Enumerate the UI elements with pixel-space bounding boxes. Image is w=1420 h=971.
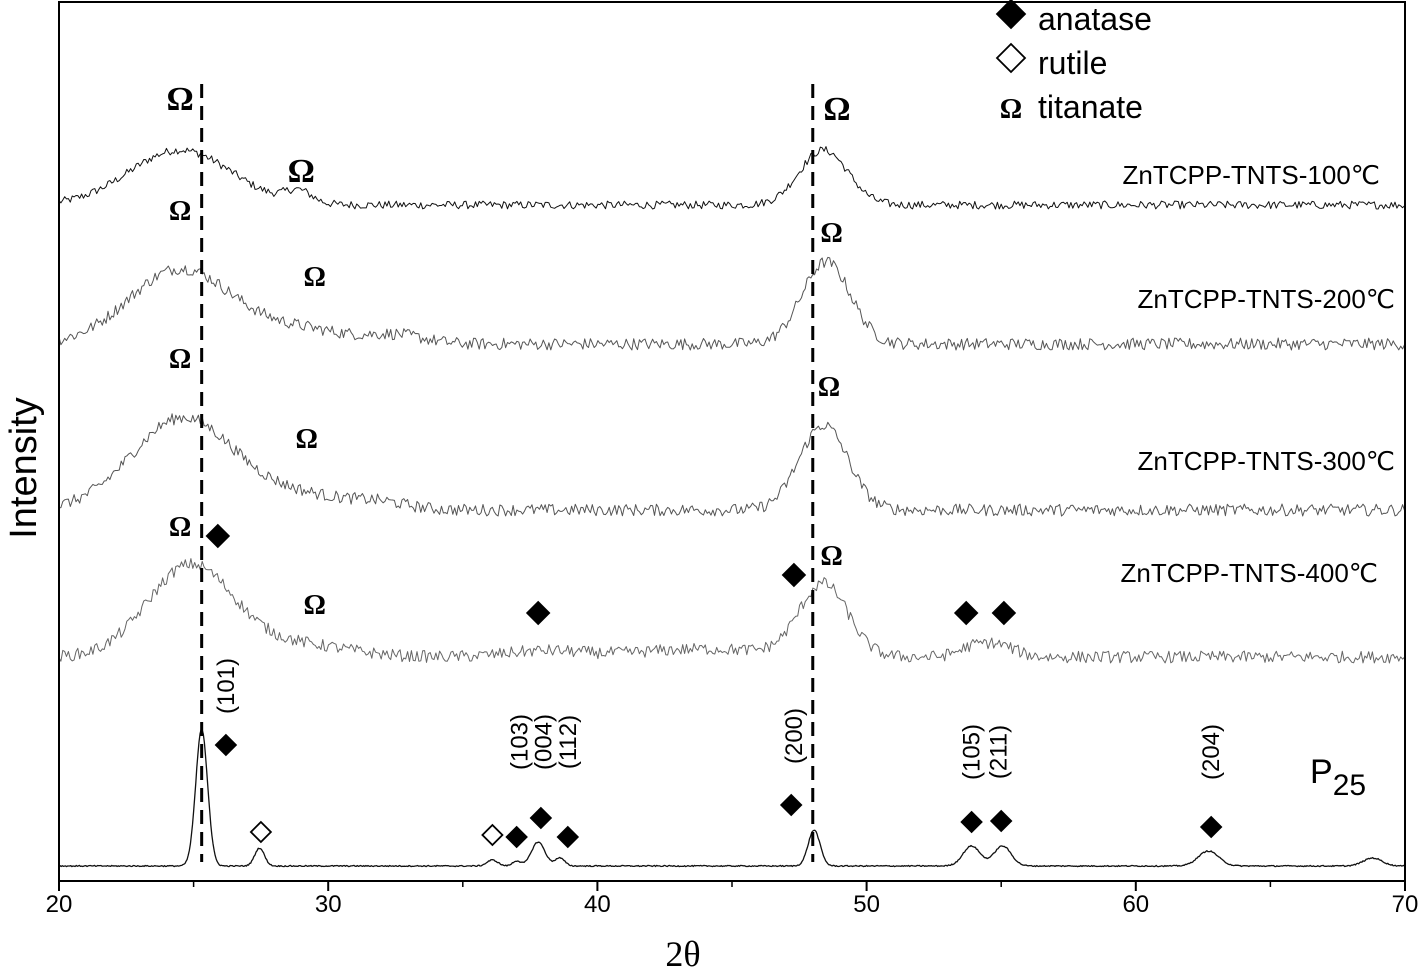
series-line-3: [58, 558, 1405, 664]
anatase-marker-3: [505, 825, 528, 849]
series-label-0: ZnTCPP-TNTS-100℃: [1123, 160, 1380, 190]
titanate-marker-2: Ω: [823, 91, 850, 128]
p25-label: P25: [1310, 753, 1366, 802]
series-line-1: [58, 256, 1405, 351]
x-tick-label-1: 30: [315, 891, 342, 918]
miller-index-3: (112): [555, 715, 582, 769]
series-labels: ZnTCPP-TNTS-100℃ ZnTCPP-TNTS-200℃ ZnTCPP-T…: [1121, 160, 1395, 588]
x-axis-label: 2θ: [665, 934, 700, 971]
miller-index-0: (101): [213, 658, 240, 714]
anatase-marker-6: [779, 793, 803, 817]
s400-anatase-marker-1: [525, 600, 551, 626]
series-label-1: ZnTCPP-TNTS-200℃: [1138, 284, 1395, 314]
rutile-marker-1: [249, 820, 273, 844]
x-tick-label-5: 70: [1392, 891, 1419, 918]
series-label-3: ZnTCPP-TNTS-400℃: [1121, 558, 1378, 588]
p25-label-sub: 25: [1333, 769, 1366, 802]
anatase-marker-8: [989, 809, 1013, 833]
x-tick-label-3: 50: [853, 891, 880, 918]
x-tick-label-4: 60: [1122, 891, 1149, 918]
s400-anatase-marker-0: [205, 523, 231, 549]
titanate-marker-9: Ω: [169, 512, 191, 543]
miller-index-4: (200): [781, 708, 808, 764]
anatase-marker-0: [214, 733, 238, 757]
miller-index-5: (105): [959, 724, 986, 780]
titanate-marker-8: Ω: [818, 372, 840, 403]
series-line-2: [58, 413, 1405, 517]
legend-label-rutile: rutile: [1038, 45, 1107, 81]
titanate-marker-7: Ω: [295, 424, 317, 455]
anatase-marker-5: [556, 825, 580, 849]
titanate-marker-4: Ω: [304, 262, 326, 293]
s400-anatase-marker-2: [781, 562, 807, 588]
titanate-marker-5: Ω: [820, 218, 842, 249]
x-tick-label-0: 20: [46, 891, 73, 918]
xrd-curves: [58, 146, 1406, 868]
titanate-marker-1: Ω: [288, 153, 315, 190]
titanate-marker-0: Ω: [167, 81, 194, 118]
legend-label-titanate: titanate: [1038, 89, 1143, 125]
series-label-2: ZnTCPP-TNTS-300℃: [1138, 446, 1395, 476]
legend-titanate-symbol: Ω: [1000, 94, 1022, 125]
annotations: Ω Ω Ω Ω Ω Ω Ω Ω Ω Ω Ω Ω (101) (103)(004)(112) (200) (10…: [167, 81, 1367, 802]
miller-index-6: (211): [986, 725, 1013, 779]
legend-rutile-symbol: [995, 42, 1027, 74]
legend-anatase-symbol: [995, 0, 1027, 30]
phase-markers: [205, 523, 1223, 849]
series-line-0: [58, 146, 1405, 210]
miller-index-1: (103): [506, 714, 533, 770]
rutile-marker-2: [481, 823, 504, 847]
reference-lines: [200, 84, 815, 862]
x-tick-label-2: 40: [584, 891, 611, 918]
titanate-marker-6: Ω: [169, 344, 191, 375]
p25-label-main: P: [1310, 753, 1333, 791]
titanate-marker-11: Ω: [820, 541, 842, 572]
x-ticks: 20 30 40 50 60 70: [46, 881, 1419, 918]
anatase-marker-4: [529, 806, 553, 830]
s400-anatase-marker-4: [991, 600, 1017, 626]
anatase-marker-9: [1199, 815, 1223, 839]
miller-index-7: (204): [1198, 724, 1225, 780]
miller-index-2: (004): [531, 714, 558, 770]
y-axis-label: Intensity: [3, 397, 45, 539]
s400-anatase-marker-3: [953, 600, 979, 626]
legend: anatase rutile Ω titanate: [995, 0, 1152, 125]
legend-label-anatase: anatase: [1038, 1, 1152, 37]
titanate-marker-10: Ω: [304, 590, 326, 621]
anatase-marker-7: [960, 810, 983, 834]
series-line-4: [58, 728, 1406, 868]
titanate-marker-3: Ω: [169, 196, 191, 227]
